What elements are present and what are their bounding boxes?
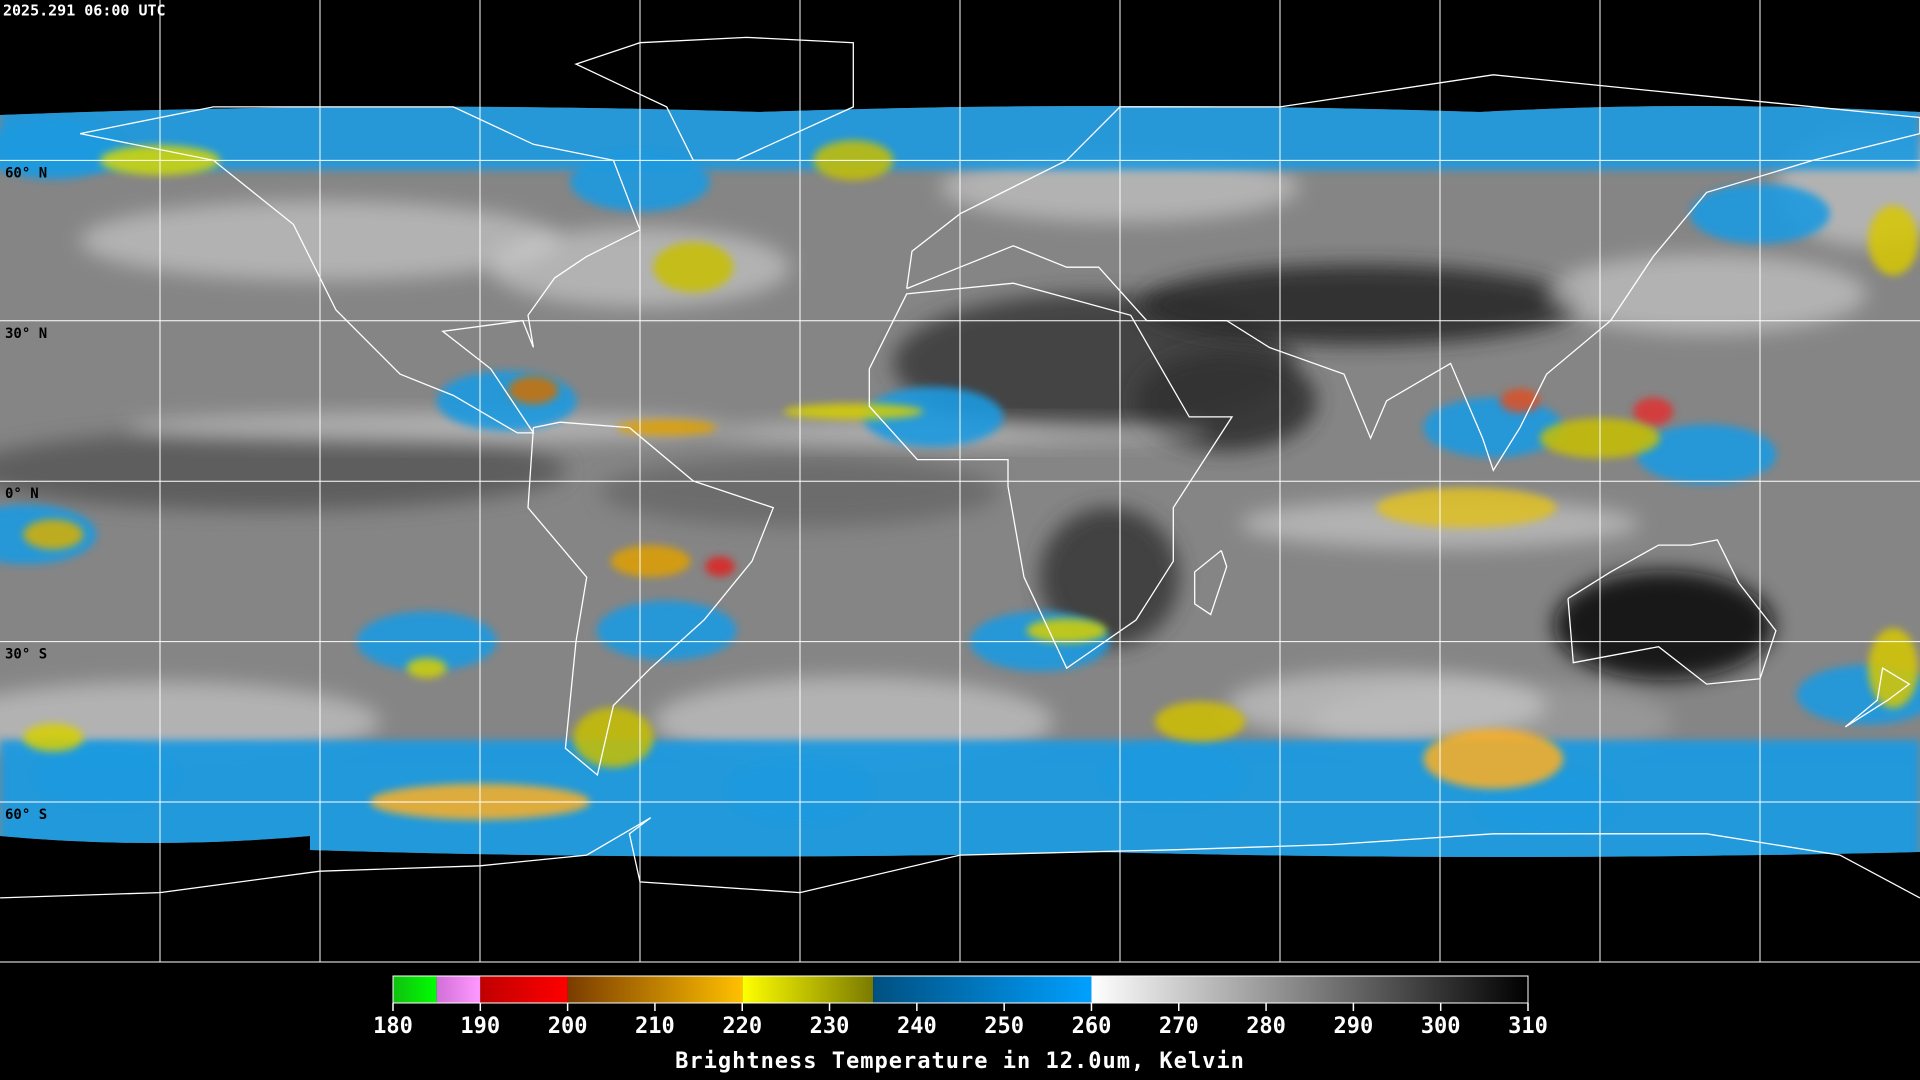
timestamp: 2025.291 06:00 UTC bbox=[3, 2, 166, 20]
cloud bbox=[1423, 728, 1564, 789]
colorbar-tick-label: 290 bbox=[1334, 1014, 1374, 1039]
colorbar-tick-label: 240 bbox=[897, 1014, 937, 1039]
coastline bbox=[79, 106, 641, 434]
lat-label: 60° S bbox=[5, 807, 47, 823]
colorbar-tick-label: 210 bbox=[635, 1014, 675, 1039]
coastline bbox=[868, 282, 1234, 670]
cloud bbox=[1226, 670, 1547, 741]
cloud bbox=[1136, 350, 1317, 451]
colorbar-title: Brightness Temperature in 12.0um, Kelvin bbox=[675, 1049, 1245, 1074]
colorbar-tick-label: 200 bbox=[548, 1014, 588, 1039]
cloud bbox=[573, 707, 654, 768]
colorbar-tick-label: 260 bbox=[1072, 1014, 1112, 1039]
cloud bbox=[610, 545, 691, 578]
cloud bbox=[23, 519, 84, 550]
colorbar-segment bbox=[742, 976, 874, 1003]
cloud bbox=[1868, 205, 1919, 276]
lat-label: 60° N bbox=[5, 165, 47, 181]
lat-label: 30° N bbox=[5, 326, 47, 342]
cloud bbox=[436, 370, 577, 431]
cloud bbox=[1423, 397, 1564, 458]
colorbar-frame bbox=[392, 975, 1529, 1004]
colorbar-tick-label: 180 bbox=[373, 1014, 413, 1039]
colorbar-segment bbox=[436, 976, 481, 1003]
cloud bbox=[653, 242, 734, 293]
colorbar-tick-label: 220 bbox=[722, 1014, 762, 1039]
colorbar-tick-label: 310 bbox=[1508, 1014, 1548, 1039]
coastline bbox=[1567, 539, 1777, 685]
coastline bbox=[1844, 667, 1911, 728]
cloud bbox=[23, 723, 84, 752]
cloud bbox=[1376, 487, 1557, 528]
colorbar: 180 190 200 210 220 230 240 250 260 270 280 290 300 3… bbox=[373, 975, 1548, 1039]
colorbar-tick-label: 230 bbox=[810, 1014, 850, 1039]
colorbar-tick-label: 190 bbox=[460, 1014, 500, 1039]
colorbar-tick-label: 280 bbox=[1246, 1014, 1286, 1039]
cloud bbox=[1868, 628, 1919, 709]
colorbar-segment bbox=[393, 976, 437, 1003]
cloud bbox=[1026, 618, 1107, 643]
cloud bbox=[1139, 264, 1580, 345]
lat-label: 30° S bbox=[5, 647, 47, 663]
cloud bbox=[783, 403, 924, 420]
colorbar-segment bbox=[873, 976, 1092, 1003]
cloud bbox=[705, 556, 736, 577]
colorbar-segment bbox=[1091, 976, 1528, 1003]
colorbar-tick-label: 270 bbox=[1159, 1014, 1199, 1039]
cloud bbox=[406, 658, 447, 679]
colorbar-tick-label: 300 bbox=[1421, 1014, 1461, 1039]
cloud bbox=[1039, 507, 1180, 648]
cloud bbox=[1103, 744, 1244, 805]
cloud bbox=[36, 744, 177, 805]
cloud bbox=[1636, 424, 1777, 485]
graticule: 60° N 30° N 0° N 30° S 60° S bbox=[0, 0, 1920, 963]
cloud bbox=[1633, 397, 1674, 426]
cloud bbox=[0, 430, 567, 511]
cloud bbox=[1154, 701, 1245, 742]
lat-label: 0° N bbox=[5, 486, 39, 502]
cloud bbox=[596, 600, 737, 661]
colorbar-segment bbox=[480, 976, 568, 1003]
cloud bbox=[616, 419, 717, 436]
cloud bbox=[508, 376, 559, 405]
cloud bbox=[1553, 570, 1774, 681]
cloud bbox=[126, 412, 727, 443]
coastline bbox=[527, 421, 775, 777]
coastline bbox=[574, 36, 854, 161]
colorbar-tick-label: 250 bbox=[984, 1014, 1024, 1039]
cloud bbox=[1546, 253, 1867, 334]
cloud bbox=[863, 386, 1004, 447]
coastline bbox=[1194, 549, 1228, 616]
colorbar-segment bbox=[567, 976, 743, 1003]
